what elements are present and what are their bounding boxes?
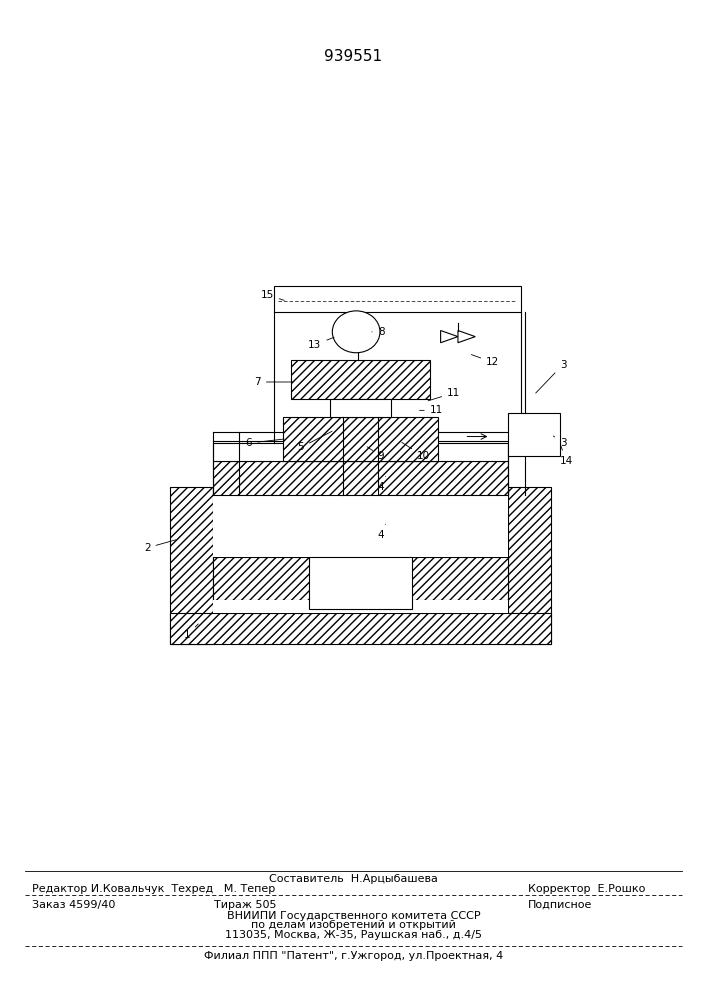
Bar xyxy=(308,557,412,609)
Bar xyxy=(170,487,214,644)
Text: Составитель  Н.Арцыбашева: Составитель Н.Арцыбашева xyxy=(269,874,438,884)
Text: Редактор И.Ковальчук  Техред   М. Тепер: Редактор И.Ковальчук Техред М. Тепер xyxy=(32,884,275,894)
Text: 113035, Москва, Ж-35, Раушская наб., д.4/5: 113035, Москва, Ж-35, Раушская наб., д.4… xyxy=(225,930,482,940)
Text: 2: 2 xyxy=(144,540,176,553)
Text: 11: 11 xyxy=(419,405,443,415)
Text: Тираж 505: Тираж 505 xyxy=(214,900,276,910)
Text: Филиал ППП "Патент", г.Ужгород, ул.Проектная, 4: Филиал ППП "Патент", г.Ужгород, ул.Проек… xyxy=(204,951,503,961)
Bar xyxy=(214,443,508,461)
Bar xyxy=(330,399,391,417)
Text: 13: 13 xyxy=(308,337,334,350)
Text: 11: 11 xyxy=(428,388,460,401)
Text: 12: 12 xyxy=(472,355,499,367)
Text: 15: 15 xyxy=(261,290,284,300)
Text: 3: 3 xyxy=(554,436,566,448)
Text: 10: 10 xyxy=(402,442,430,461)
Text: 4: 4 xyxy=(378,524,385,540)
Text: Корректор  Е.Рошко: Корректор Е.Рошко xyxy=(528,884,645,894)
Text: Подписное: Подписное xyxy=(528,900,592,910)
Bar xyxy=(291,360,430,399)
Bar xyxy=(214,487,508,557)
Text: 3: 3 xyxy=(536,360,566,393)
Text: 6: 6 xyxy=(245,438,284,448)
Text: 5: 5 xyxy=(298,431,332,452)
Bar xyxy=(508,413,560,456)
Text: по делам изобретений и открытий: по делам изобретений и открытий xyxy=(251,920,456,930)
Text: 14: 14 xyxy=(560,446,573,466)
Bar xyxy=(214,557,508,600)
Bar xyxy=(283,417,438,461)
Text: 1: 1 xyxy=(184,624,198,640)
Polygon shape xyxy=(440,331,458,343)
Ellipse shape xyxy=(332,311,380,353)
Text: 939551: 939551 xyxy=(325,49,382,64)
Bar xyxy=(170,613,551,644)
Text: 9: 9 xyxy=(367,447,385,461)
Text: 4: 4 xyxy=(378,476,385,492)
Bar xyxy=(214,600,508,613)
Text: Заказ 4599/40: Заказ 4599/40 xyxy=(32,900,115,910)
Text: 8: 8 xyxy=(372,327,385,337)
Text: ВНИИПИ Государственного комитета СССР: ВНИИПИ Государственного комитета СССР xyxy=(227,911,480,921)
Text: 7: 7 xyxy=(255,377,293,387)
Polygon shape xyxy=(458,331,475,343)
Bar xyxy=(274,286,521,312)
Bar xyxy=(214,461,508,495)
Bar xyxy=(508,487,551,644)
